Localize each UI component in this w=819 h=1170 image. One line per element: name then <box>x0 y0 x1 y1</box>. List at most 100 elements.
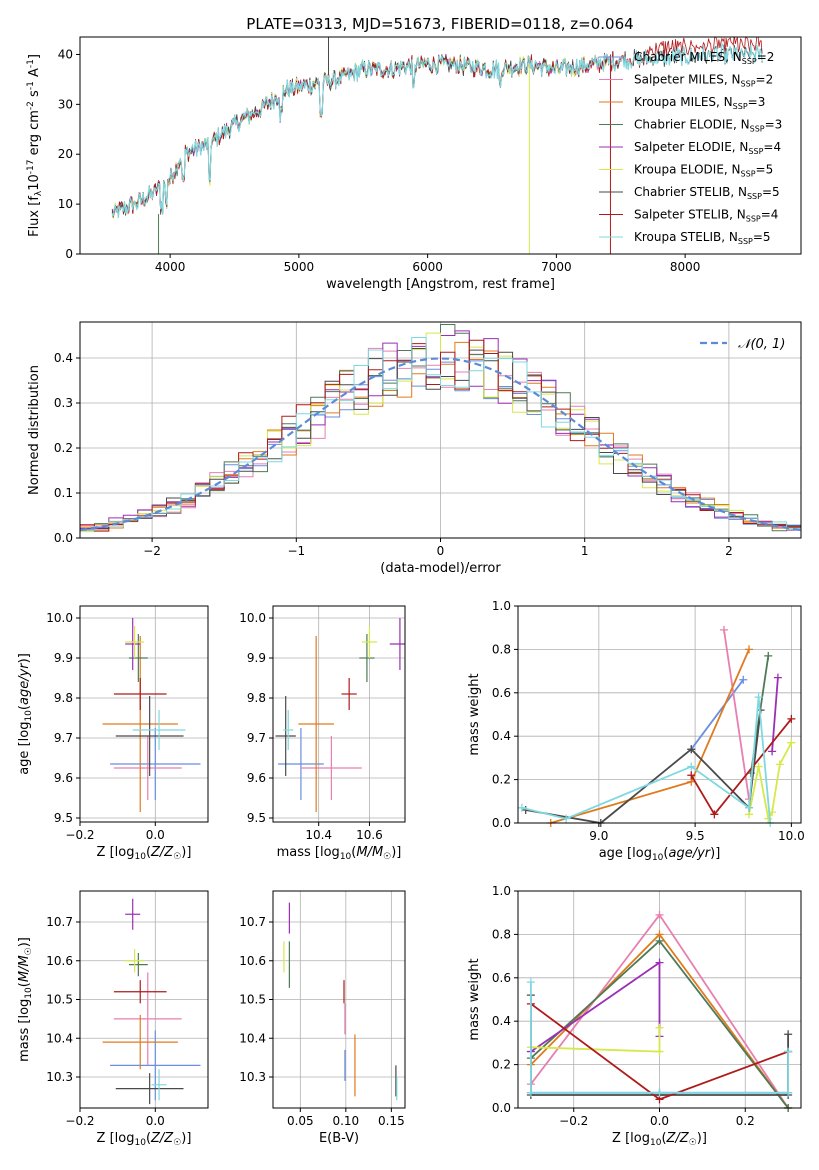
residuals-xtick-label: −2 <box>143 544 161 558</box>
age-vs-mass-ytick-label: 9.5 <box>247 811 266 825</box>
weight-vs-age-marker <box>687 745 696 754</box>
age-vs-Z-frame <box>79 605 209 823</box>
weight-vs-age-marker <box>787 738 796 747</box>
weight-vs-Z-marker <box>784 1030 793 1039</box>
age-vs-Z-xtick-label: −0.2 <box>65 828 94 842</box>
mass-vs-ebv-ytick-label: 10.3 <box>239 1070 266 1084</box>
weight-vs-age-ytick-label: 0.2 <box>492 773 511 787</box>
weight-vs-age-ytick-label: 0.4 <box>492 729 511 743</box>
mass-vs-Z-xtick-label: 0.0 <box>146 1114 165 1128</box>
weight-vs-Z-xtick-label: 0.0 <box>650 1114 669 1128</box>
weight-vs-age-marker <box>517 803 526 812</box>
age-vs-mass-ytick-label: 9.9 <box>247 651 266 665</box>
age-vs-Z-xtick-label: 0.0 <box>146 828 165 842</box>
mass-vs-ebv-ytick-label: 10.4 <box>239 1031 266 1045</box>
weight-vs-age-marker <box>764 814 773 823</box>
spectrum-ytick-label: 20 <box>58 147 73 161</box>
mass-vs-ebv-xlabel: E(B-V) <box>319 1131 359 1146</box>
age-vs-mass-points <box>275 618 405 812</box>
weight-vs-age-xlabel: age [log10(age/yr)] <box>599 846 721 863</box>
legend-label-kroupa-elodie: Kroupa ELODIE, NSSP=5 <box>634 163 773 179</box>
weight-vs-age-marker <box>764 651 773 660</box>
mass-vs-ebv-ytick-label: 10.5 <box>239 993 266 1007</box>
mass-vs-Z-ytick-label: 10.7 <box>46 915 73 929</box>
spectrum-xtick-label: 6000 <box>412 260 443 274</box>
weight-vs-age-marker <box>562 814 571 823</box>
mass-vs-Z-ytick-label: 10.4 <box>46 1031 73 1045</box>
weight-vs-age-xtick-label: 9.5 <box>686 829 705 843</box>
spectrum-xlabel: wavelength [Angstrom, rest frame] <box>326 277 555 292</box>
residuals-ytick-label: 0.2 <box>54 441 73 455</box>
weight-vs-Z-marker <box>655 1023 664 1032</box>
weight-vs-Z-lines <box>526 910 793 1112</box>
weight-vs-Z-ytick-label: 0.6 <box>492 971 511 985</box>
mass-vs-Z-points <box>102 898 201 1105</box>
weight-vs-age-marker <box>775 760 784 769</box>
mass-vs-ebv-points <box>283 902 398 1101</box>
weight-vs-age-series-salpeter-elodie <box>771 677 779 752</box>
spectrum-series-kroupa-stelib <box>111 42 763 219</box>
weight-vs-age-frame <box>517 605 802 824</box>
weight-vs-Z-marker <box>784 1088 793 1097</box>
weight-vs-Z-ytick-label: 0.4 <box>492 1014 511 1028</box>
weight-vs-age-ytick-label: 0.8 <box>492 642 511 656</box>
legend-label-salpeter-stelib: Salpeter STELIB, NSSP=4 <box>634 208 778 224</box>
histogram-lines <box>80 324 801 533</box>
weight-vs-Z-marker <box>526 1088 535 1097</box>
legend-label-chabrier-miles: Chabrier MILES, NSSP=2 <box>634 50 774 66</box>
weight-vs-age-marker <box>687 771 696 780</box>
legend-label-kroupa-stelib: Kroupa STELIB, NSSP=5 <box>634 230 771 246</box>
spectrum-ytick-label: 0 <box>65 247 73 261</box>
legend-label-kroupa-miles: Kroupa MILES, NSSP=3 <box>634 95 765 111</box>
mass-vs-Z-xlabel: Z [log10(Z/Z☉)] <box>97 1131 192 1148</box>
mass-vs-Z-ytick-label: 10.3 <box>46 1070 73 1084</box>
weight-vs-Z-xlabel: Z [log10(Z/Z☉)] <box>612 1131 707 1148</box>
age-vs-Z-ytick-label: 9.9 <box>54 651 73 665</box>
weight-vs-age-marker <box>768 747 777 756</box>
mass-vs-Z-ytick-label: 10.5 <box>46 993 73 1007</box>
age-vs-Z-points <box>102 618 201 812</box>
spectrum-ytick-label: 30 <box>58 97 73 111</box>
legend-label-salpeter-elodie: Salpeter ELODIE, NSSP=4 <box>634 140 781 156</box>
weight-vs-age-series-salpeter-miles <box>723 629 750 800</box>
weight-vs-Z-ytick-label: 1.0 <box>492 884 511 898</box>
spectrum-xtick-label: 4000 <box>155 260 186 274</box>
weight-vs-age-marker <box>745 803 754 812</box>
weight-vs-Z-marker <box>655 936 664 945</box>
spectrum-xtick-label: 8000 <box>670 260 701 274</box>
age-vs-Z-ytick-label: 10.0 <box>46 611 73 625</box>
figure-title: PLATE=0313, MJD=51673, FIBERID=0118, z=0… <box>246 15 633 33</box>
age-vs-Z-ylabel: age [log10(age/yr)] <box>17 653 34 775</box>
age-vs-mass-xtick-label: 10.4 <box>305 828 332 842</box>
weight-vs-age-marker <box>773 673 782 682</box>
weight-vs-Z-marker <box>655 1047 664 1056</box>
mass-vs-Z-xtick-label: −0.2 <box>65 1114 94 1128</box>
age-vs-mass-frame <box>272 605 406 823</box>
age-vs-Z-ytick-label: 9.6 <box>54 771 73 785</box>
residuals-ytick-label: 0.1 <box>54 486 73 500</box>
histogram-salpeter-stelib <box>80 339 801 532</box>
spectrum-ytick-label: 10 <box>58 197 73 211</box>
residuals-ytick-label: 0.0 <box>54 531 73 545</box>
normal-reference-curve <box>80 357 801 532</box>
weight-vs-age-ylabel: mass weight <box>467 673 482 755</box>
age-vs-Z-ytick-label: 9.5 <box>54 811 73 825</box>
weight-vs-age-marker <box>745 645 754 654</box>
weight-vs-Z-ytick-label: 0.8 <box>492 927 511 941</box>
residuals-xtick-label: 2 <box>725 544 733 558</box>
weight-vs-age-marker <box>754 762 763 771</box>
mass-vs-Z-ytick-label: 10.6 <box>46 954 73 968</box>
residuals-xtick-label: 0 <box>437 544 445 558</box>
age-vs-mass-ytick-label: 9.6 <box>247 771 266 785</box>
weight-vs-age-series-kroupa-stelib <box>521 697 772 824</box>
weight-vs-age-marker <box>687 762 696 771</box>
mass-vs-ebv-xtick-label: 0.05 <box>287 1114 314 1128</box>
weight-vs-age-ytick-label: 0.6 <box>492 686 511 700</box>
weight-vs-Z-marker <box>526 978 535 987</box>
mass-vs-ebv-xtick-label: 0.15 <box>378 1114 405 1128</box>
weight-vs-age-marker <box>719 625 728 634</box>
spectrum-legend: Chabrier MILES, NSSP=2 Salpeter MILES, NS… <box>599 50 782 246</box>
weight-vs-age-marker <box>739 675 748 684</box>
